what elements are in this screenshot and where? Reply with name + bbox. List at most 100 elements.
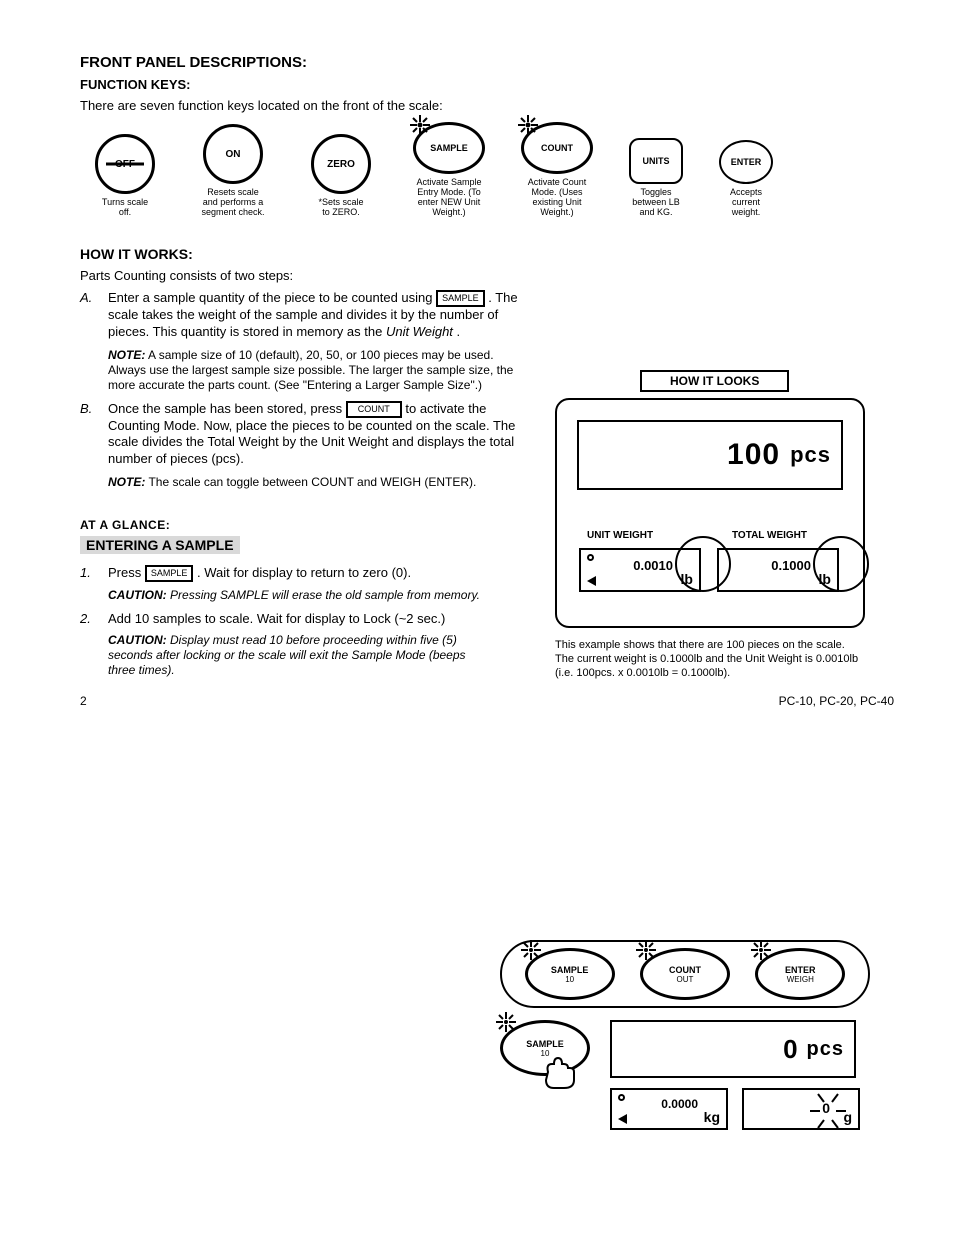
- ag-main-unit: pcs: [807, 1038, 844, 1061]
- count-button-inline: COUNT: [346, 401, 402, 418]
- spark-icon: [408, 113, 432, 137]
- units-key-caption: Toggles between LB and KG.: [632, 188, 680, 218]
- off-key: OFF Turns scale off.: [80, 134, 170, 218]
- count-oval: COUNT OUT: [640, 948, 730, 1000]
- enter-oval-label: ENTER: [785, 965, 816, 975]
- note-text-b: The scale can toggle between COUNT and W…: [148, 475, 476, 489]
- s2-warn-label: CAUTION:: [108, 633, 167, 647]
- enter-key-icon: ENTER: [719, 140, 773, 184]
- note-text: A sample size of 10 (default), 20, 50, o…: [108, 348, 513, 392]
- units-key-label: UNITS: [643, 156, 670, 166]
- oval-pill: SAMPLE 10 COUNT OUT ENTER WEIGH: [500, 940, 870, 1008]
- sample-key-icon: SAMPLE: [413, 122, 485, 174]
- ag-main-value: 0: [783, 1034, 798, 1065]
- press-sample-label: SAMPLE: [526, 1039, 564, 1049]
- step-b-num: B.: [80, 401, 98, 417]
- off-key-caption: Turns scale off.: [102, 198, 148, 218]
- count-key-label: COUNT: [541, 144, 573, 153]
- ag-tw-unit: g: [843, 1109, 852, 1125]
- s1-num: 1.: [80, 565, 98, 581]
- atglance-main-display: 0 pcs: [610, 1020, 856, 1078]
- step-a-uw: Unit Weight: [386, 324, 453, 339]
- step-b-note: NOTE: The scale can toggle between COUNT…: [108, 475, 520, 490]
- step-a-tail: .: [457, 324, 461, 339]
- s2-warn: CAUTION: Display must read 10 before pro…: [108, 633, 480, 678]
- total-weight-value: 0.1000: [771, 558, 811, 573]
- enter-key-label: ENTER: [731, 157, 762, 167]
- spark-icon: [750, 939, 772, 961]
- atglance-graphics: SAMPLE 10 COUNT OUT ENTER WEIGH SAMPLE 1…: [500, 940, 870, 1130]
- ag-uw-display: 0.0000 kg: [610, 1088, 728, 1130]
- page-footer: 2 PC-10, PC-20, PC-40: [80, 694, 894, 708]
- section-title: FRONT PANEL DESCRIPTIONS:: [80, 54, 894, 71]
- unit-weight-label: UNIT WEIGHT: [587, 530, 653, 541]
- step-b: B. Once the sample has been stored, pres…: [80, 401, 520, 492]
- ag-tw-display: 0 g: [742, 1088, 860, 1130]
- step-a-num: A.: [80, 290, 98, 306]
- step-a-text1: Enter a sample quantity of the piece to …: [108, 290, 436, 305]
- step-a-note: NOTE: A sample size of 10 (default), 20,…: [108, 348, 520, 393]
- how-it-looks-tag: HOW IT LOOKS: [640, 370, 789, 392]
- step-a: A. Enter a sample quantity of the piece …: [80, 290, 520, 395]
- enter-key: ENTER Accepts current weight.: [710, 140, 782, 218]
- zero-key: ZERO *Sets scale to ZERO.: [296, 134, 386, 218]
- entering-sample-title: ENTERING A SAMPLE: [80, 536, 480, 555]
- s1-t2: . Wait for display to return to zero (0)…: [197, 565, 411, 580]
- units-key-icon: UNITS: [629, 138, 683, 184]
- spark-icon: [495, 1011, 517, 1033]
- s1-warn-label: CAUTION:: [108, 588, 167, 602]
- sample-key-label: SAMPLE: [430, 144, 468, 153]
- unit-weight-value: 0.0010: [633, 558, 673, 573]
- s1-warn-text: Pressing SAMPLE will erase the old sampl…: [170, 588, 480, 602]
- s2-num: 2.: [80, 611, 98, 627]
- s1-t1: Press: [108, 565, 145, 580]
- main-display: 100 pcs: [577, 420, 843, 490]
- zero-key-caption: *Sets scale to ZERO.: [318, 198, 363, 218]
- entering-sample-text: ENTERING A SAMPLE: [80, 536, 240, 554]
- atglance-step2: 2. Add 10 samples to scale. Wait for dis…: [80, 611, 480, 680]
- note-label: NOTE:: [108, 348, 145, 362]
- s2-text: Add 10 samples to scale. Wait for displa…: [108, 611, 445, 626]
- ag-uw-unit: kg: [704, 1109, 720, 1125]
- atglance-step1: 1. Press SAMPLE . Wait for display to re…: [80, 565, 480, 605]
- s1-warn: CAUTION: Pressing SAMPLE will erase the …: [108, 588, 480, 603]
- footer-model: PC-10, PC-20, PC-40: [779, 694, 894, 708]
- ring-uw: [675, 536, 731, 592]
- on-key-label: ON: [226, 149, 241, 160]
- hand-icon: [540, 1054, 590, 1094]
- count-oval-sub: OUT: [677, 975, 694, 984]
- sample-oval-sub: 10: [565, 975, 574, 984]
- enter-oval-sub: WEIGH: [787, 975, 814, 984]
- count-key: COUNT Activate Count Mode. (Uses existin…: [512, 122, 602, 218]
- count-key-caption: Activate Count Mode. (Uses existing Unit…: [528, 178, 587, 218]
- intro-text: There are seven function keys located on…: [80, 98, 894, 114]
- sample-button-inline2: SAMPLE: [145, 565, 194, 582]
- count-key-icon: COUNT: [521, 122, 593, 174]
- enter-key-caption: Accepts current weight.: [730, 188, 762, 218]
- on-key: ON Resets scale and performs a segment c…: [188, 124, 278, 218]
- how-it-works-title: HOW IT WORKS:: [80, 246, 520, 262]
- main-display-unit: pcs: [790, 442, 831, 468]
- spark-icon: [516, 113, 540, 137]
- total-weight-label: TOTAL WEIGHT: [732, 530, 807, 541]
- zero-key-label: ZERO: [327, 159, 355, 170]
- how-it-works-intro: Parts Counting consists of two steps:: [80, 268, 520, 284]
- enter-oval: ENTER WEIGH: [755, 948, 845, 1000]
- sample-key: SAMPLE Activate Sample Entry Mode. (To e…: [404, 122, 494, 218]
- panel-caption: This example shows that there are 100 pi…: [555, 639, 865, 680]
- ag-tw-value: 0: [822, 1100, 830, 1116]
- page-number: 2: [80, 694, 87, 708]
- sample-button-inline: SAMPLE: [436, 290, 485, 307]
- off-key-icon: OFF: [95, 134, 155, 194]
- units-key: UNITS Toggles between LB and KG.: [620, 138, 692, 218]
- sample-oval: SAMPLE 10: [525, 948, 615, 1000]
- spark-icon: [520, 939, 542, 961]
- at-a-glance-label: AT A GLANCE:: [80, 518, 480, 532]
- sample-oval-label: SAMPLE: [551, 965, 589, 975]
- sample-key-caption: Activate Sample Entry Mode. (To enter NE…: [416, 178, 481, 218]
- count-oval-label: COUNT: [669, 965, 701, 975]
- spark-icon: [635, 939, 657, 961]
- step-b-text1: Once the sample has been stored, press: [108, 401, 346, 416]
- note-label-b: NOTE:: [108, 475, 145, 489]
- display-panel: 100 pcs UNIT WEIGHT TOTAL WEIGHT 0.0010 …: [555, 398, 865, 628]
